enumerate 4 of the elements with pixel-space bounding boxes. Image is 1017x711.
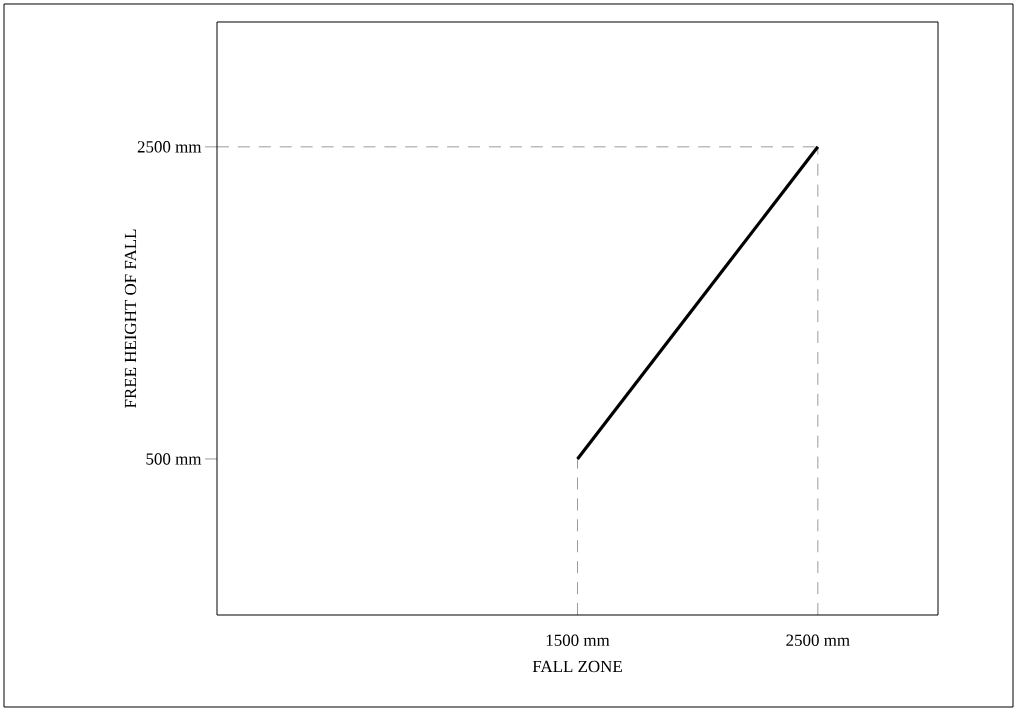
- y-tick-label: 500 mm: [146, 453, 202, 465]
- y-axis-title: FREE HEIGHT OF FALL: [124, 229, 137, 408]
- x-axis-title: FALL ZONE: [532, 660, 622, 673]
- x-tick-label: 1500 mm: [546, 634, 610, 646]
